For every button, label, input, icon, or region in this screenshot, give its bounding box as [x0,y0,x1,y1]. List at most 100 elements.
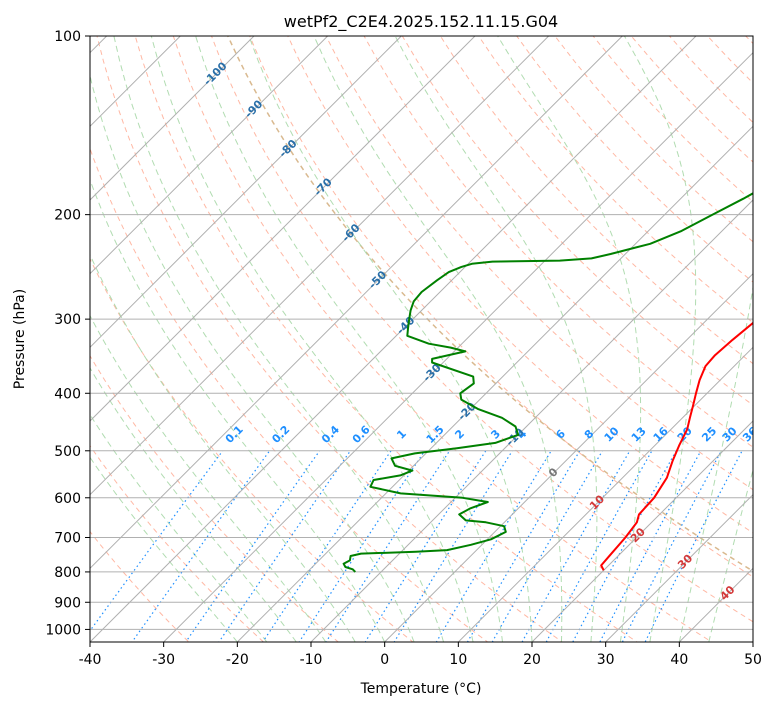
temperature-line [600,321,753,571]
moist-adiabat-line [90,178,386,642]
isotherm-label: 20 [628,525,648,545]
mixing-ratio-label: 13 [629,424,649,444]
mixing-ratio-label: 10 [602,424,622,444]
isotherm-line [90,36,623,570]
isotherm-line [90,36,329,275]
moist-adiabat-line [678,284,753,642]
dry-adiabat-line [249,36,753,578]
y-tick-label: 200 [54,208,81,224]
moist-adiabat-line [90,413,268,642]
dry-adiabat-line [592,36,753,203]
isotherm-label: -70 [312,175,335,198]
pressure-gridlines [90,36,753,630]
x-tick-label: -40 [79,652,102,668]
x-tick-label: -30 [152,652,175,668]
isotherm-line [752,641,753,642]
mixing-ratio-line [435,450,552,642]
moist-adiabat-line [113,36,445,642]
isotherm-label: -10 [503,425,526,448]
isotherm-label: 30 [675,551,695,571]
dry-adiabat-line [554,36,753,243]
x-tick-label: 20 [523,652,541,668]
sounding-series [342,192,753,573]
x-axis-label: Temperature (°C) [360,681,482,697]
moist-adiabat-line [195,36,503,642]
mixing-ratio-label: 36 [740,424,760,444]
isotherm-line [90,36,550,496]
mixing-ratio-line [621,450,722,642]
isotherm-line [605,493,753,642]
dry-adiabat-line [401,36,753,406]
moist-adiabat-line [497,36,642,642]
x-tick-label: 30 [597,652,615,668]
moist-adiabat-line [708,468,753,642]
dry-adiabat-line [210,36,753,623]
moist-adiabat-line [150,36,474,642]
x-tick-label: 50 [744,652,762,668]
mixing-ratio-label: 25 [699,424,719,444]
dry-adiabat-line [90,147,489,642]
moist-adiabat-line [90,73,415,642]
dry-adiabat-line [439,36,753,365]
x-tick-label: 10 [449,652,467,668]
dry-adiabats [90,9,775,654]
dry-adiabat-line [134,36,638,642]
mixing-ratio-label: 16 [651,424,671,444]
moist-adiabat-line [394,36,598,642]
dry-adiabat-line [96,36,564,642]
x-tick-label: 0 [380,652,389,668]
mixing-ratio-line [644,450,743,642]
y-axis-ticks: 100 200 300 400 500 600 700 800 900 1000 [45,29,90,638]
mixing-ratio-label: 0.4 [319,423,342,446]
isotherm-line [457,346,753,642]
moist-adiabat-line [313,36,563,642]
dry-adiabat-line [516,36,753,283]
isotherm-line [90,36,476,422]
isotherm-label: -100 [201,59,230,88]
isotherm-line [678,567,753,642]
y-tick-label: 100 [54,29,81,45]
x-axis-ticks: -40 -30 -20 -10 0 10 20 30 40 50 [79,642,762,668]
dry-adiabat-line [90,444,265,642]
y-tick-label: 600 [54,491,81,507]
y-tick-label: 500 [54,444,81,460]
dry-adiabat-line [630,36,753,163]
y-tick-label: 400 [54,386,81,402]
mixing-ratio-label: 8 [582,427,597,442]
dry-adiabat-line [745,36,753,45]
mixing-ratio-label: 6 [553,427,568,442]
dry-adiabat-line [758,9,775,654]
moist-adiabat-line [90,314,327,642]
moist-adiabat-line [90,456,238,642]
mixing-ratio-label: 1.5 [424,423,447,446]
y-tick-label: 700 [54,531,81,547]
y-tick-label: 900 [54,595,81,611]
dry-adiabat-line [90,354,339,642]
mixing-ratio-label: 1 [394,427,409,442]
y-tick-label: 300 [54,312,81,328]
dry-adiabat-line [172,36,713,642]
mixing-ratio-line [466,450,581,642]
mixing-ratio-line [185,450,321,642]
x-tick-label: 40 [670,652,688,668]
moist-adiabat-line [248,36,533,642]
dry-adiabat-line [478,36,753,324]
moist-adiabat-line [623,36,697,642]
y-tick-label: 800 [54,565,81,581]
isotherm-line [90,36,697,642]
mixing-ratio-line [131,450,271,642]
x-tick-label: -10 [300,652,323,668]
x-tick-label: -20 [226,652,249,668]
isotherm-line [531,420,753,642]
moist-adiabats [90,36,753,642]
dewpoint-line [342,192,753,573]
mixing-ratio-label: 2 [452,427,467,442]
mixing-ratio-label: 3 [488,427,503,442]
moist-adiabat-line [90,367,297,642]
y-axis-label: Pressure (hPa) [12,289,28,389]
dry-adiabat-line [363,36,753,448]
dry-adiabat-line [226,36,753,572]
isotherm-line [90,36,402,349]
dry-adiabat-line [706,36,753,84]
dry-adiabat-line [90,257,414,642]
